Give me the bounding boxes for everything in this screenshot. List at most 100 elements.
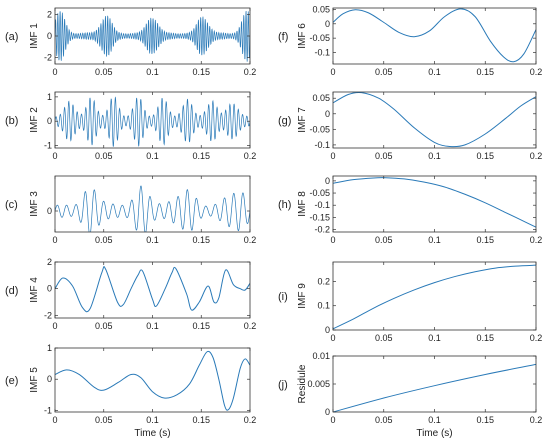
panel-h: 0 0.05 0.1 0.15 0.2 -0.2 -0.15 -0.1 -0.05 0 IMF 8 (… (278, 175, 543, 245)
panel-label-j: (j) (278, 379, 288, 391)
x-tick-label-d-2: 0.1 (146, 321, 159, 331)
x-tick-label-e-0: 0 (52, 415, 57, 425)
y-tick-label-h-0: -0.2 (314, 225, 330, 235)
y-tick-label-d-1: 0 (47, 284, 52, 294)
axes-frame-g (332, 91, 537, 149)
x-tick-label-f-3: 0.15 (476, 67, 494, 77)
y-tick-label-j-1: 0.005 (307, 379, 330, 389)
y-axis-label-b: IMF 2 (29, 107, 40, 133)
x-tick-label-i-0: 0 (330, 333, 335, 343)
x-tick-label-d-4: 0.2 (244, 321, 257, 331)
x-tick-label-f-0: 0 (330, 67, 335, 77)
y-axis-label-a: IMF 1 (29, 23, 40, 49)
y-axis-label-h: IMF 8 (297, 191, 308, 217)
x-tick-label-c-4: 0.2 (244, 235, 257, 245)
x-tick-label-h-1: 0.05 (375, 235, 393, 245)
x-axis-label-e: Time (s) (134, 428, 170, 439)
x-tick-label-g-4: 0.2 (530, 151, 543, 161)
y-tick-label-b-2: 1 (47, 92, 52, 102)
x-tick-label-e-3: 0.15 (192, 415, 210, 425)
panel-c: 0 0.05 0.1 0.15 0.2 0 IMF 3 (c) (5, 175, 257, 245)
panel-label-e: (e) (5, 375, 18, 387)
x-tick-label-e-2: 0.1 (146, 415, 159, 425)
series-line-b (55, 96, 250, 147)
y-tick-label-e-0: -1 (44, 405, 52, 415)
y-tick-label-g-0: -0.1 (314, 140, 330, 150)
x-tick-label-a-2: 0.1 (146, 67, 159, 77)
x-tick-label-b-2: 0.1 (146, 151, 159, 161)
y-tick-label-c-0: 0 (47, 206, 52, 216)
y-tick-label-g-3: 0.05 (312, 93, 330, 103)
x-tick-label-c-3: 0.15 (192, 235, 210, 245)
y-tick-label-j-0: 0 (325, 407, 330, 417)
y-tick-label-a-1: 0 (47, 31, 52, 41)
axes-frame-i (332, 261, 537, 331)
x-tick-label-g-0: 0 (330, 151, 335, 161)
x-tick-label-h-4: 0.2 (530, 235, 543, 245)
x-tick-label-a-4: 0.2 (244, 67, 257, 77)
x-tick-label-d-0: 0 (52, 321, 57, 331)
y-tick-label-h-1: -0.15 (309, 212, 330, 222)
x-tick-label-d-3: 0.15 (192, 321, 210, 331)
series-line-h (333, 177, 536, 228)
x-tick-label-j-3: 0.15 (476, 415, 494, 425)
y-tick-label-h-4: 0 (325, 176, 330, 186)
y-tick-label-e-2: 1 (47, 343, 52, 353)
x-tick-label-e-4: 0.2 (244, 415, 257, 425)
series-line-i (333, 264, 536, 330)
y-tick-label-f-2: 0 (325, 19, 330, 29)
x-tick-label-j-0: 0 (330, 415, 335, 425)
panel-label-a: (a) (5, 31, 18, 43)
y-tick-label-d-0: -2 (44, 310, 52, 320)
y-tick-label-i-0: 0 (325, 325, 330, 335)
x-tick-label-h-0: 0 (330, 235, 335, 245)
x-tick-label-f-1: 0.05 (375, 67, 393, 77)
panel-label-f: (f) (278, 31, 288, 43)
x-tick-label-g-1: 0.05 (375, 151, 393, 161)
y-axis-label-i: IMF 9 (297, 283, 308, 309)
axes-frame-e (54, 347, 251, 413)
y-tick-label-g-2: 0 (325, 109, 330, 119)
y-tick-label-i-2: 0.2 (317, 276, 330, 286)
x-tick-label-d-1: 0.05 (95, 321, 113, 331)
x-tick-label-j-2: 0.1 (428, 415, 441, 425)
panel-g: 0 0.05 0.1 0.15 0.2 -0.1 -0.05 0 0.05 IMF 7 (g) (278, 91, 543, 161)
y-axis-label-j: Residule (297, 364, 308, 403)
y-tick-label-f-3: 0.05 (312, 4, 330, 14)
x-tick-label-j-4: 0.2 (530, 415, 543, 425)
y-tick-label-e-1: 0 (47, 374, 52, 384)
x-tick-label-a-1: 0.05 (95, 67, 113, 77)
y-tick-label-g-1: -0.05 (309, 124, 330, 134)
y-axis-label-e: IMF 5 (29, 367, 40, 393)
x-tick-label-i-4: 0.2 (530, 333, 543, 343)
y-tick-label-a-0: -2 (44, 53, 52, 63)
x-tick-label-a-0: 0 (52, 67, 57, 77)
series-line-d (55, 266, 250, 313)
x-tick-label-b-0: 0 (52, 151, 57, 161)
y-tick-label-d-2: 2 (47, 257, 52, 267)
y-tick-label-a-2: 2 (47, 9, 52, 19)
y-tick-label-h-3: -0.05 (309, 188, 330, 198)
x-tick-label-h-2: 0.1 (428, 235, 441, 245)
series-line-e (55, 350, 250, 411)
panel-j: 0 0.05 0.1 0.15 0.2 0 0.005 0.01 Residule (j) Time… (278, 351, 542, 439)
y-axis-label-f: IMF 6 (297, 23, 308, 49)
x-tick-label-b-3: 0.15 (192, 151, 210, 161)
y-tick-label-f-1: -0.05 (309, 33, 330, 43)
y-axis-label-c: IMF 3 (29, 191, 40, 217)
series-line-a (55, 10, 250, 62)
x-tick-label-g-3: 0.15 (476, 151, 494, 161)
series-line-f (333, 8, 536, 63)
x-tick-label-c-1: 0.05 (95, 235, 113, 245)
series-line-j (333, 363, 536, 412)
x-tick-label-f-2: 0.1 (428, 67, 441, 77)
x-tick-label-f-4: 0.2 (530, 67, 543, 77)
x-tick-label-c-0: 0 (52, 235, 57, 245)
axes-frame-f (332, 7, 537, 65)
x-tick-label-e-1: 0.05 (95, 415, 113, 425)
x-tick-label-i-3: 0.15 (476, 333, 494, 343)
